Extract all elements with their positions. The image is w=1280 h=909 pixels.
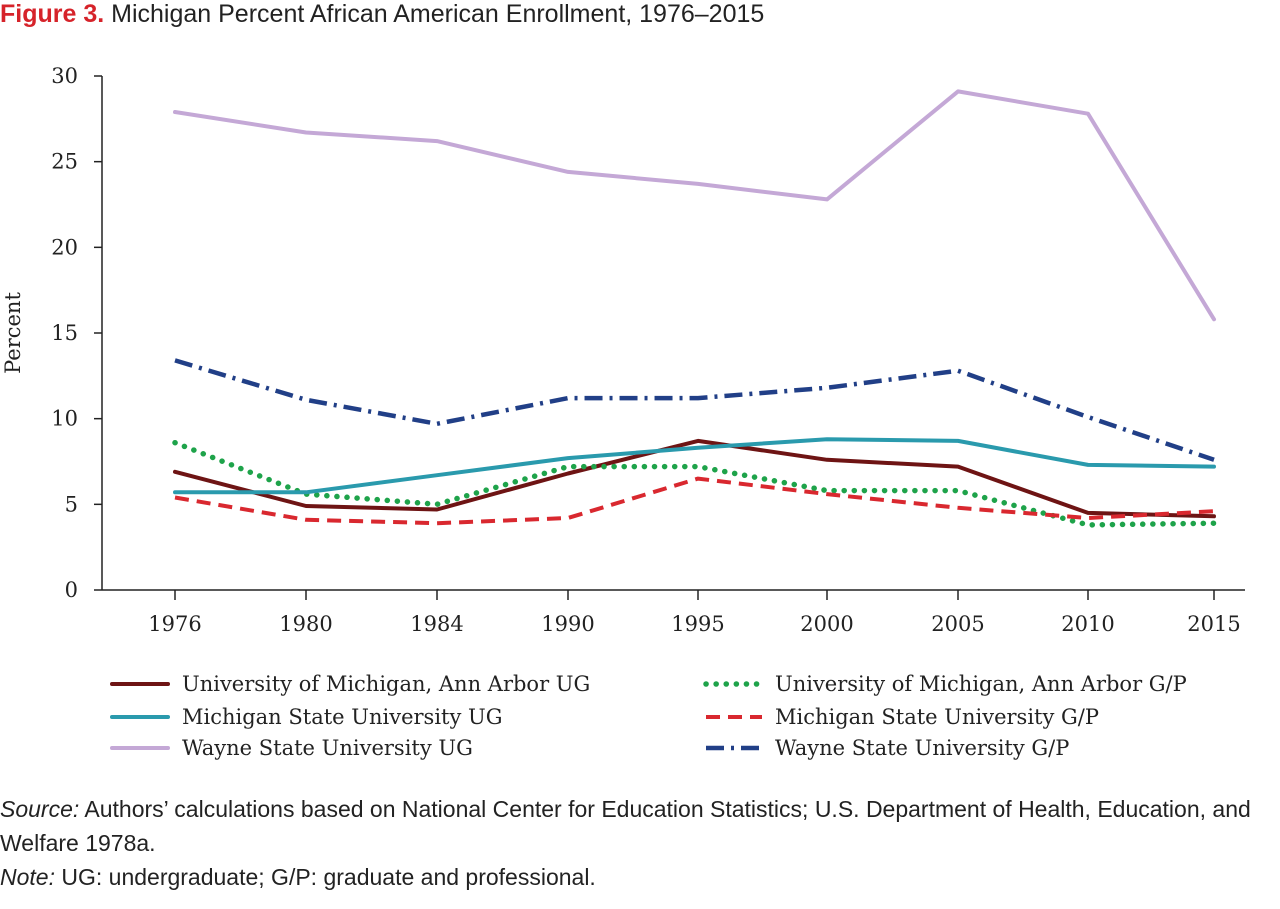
note-line: Note: UG: undergraduate; G/P: graduate a… (0, 860, 1280, 894)
legend-label-6: Wayne State University G/P (775, 736, 1069, 760)
series-layer (172, 89, 1217, 528)
y-axis-title: Percent (1, 292, 25, 374)
source-label: Source: (0, 796, 80, 822)
x-tick-label: 2000 (800, 612, 853, 636)
y-tick-label: 30 (51, 64, 78, 88)
series-line-6 (174, 358, 1215, 462)
series-line-4 (174, 476, 1215, 526)
figure-title: Figure 3. Michigan Percent African Ameri… (0, 0, 1280, 34)
x-tick-label: 1995 (671, 612, 724, 636)
x-tick-label: 1976 (148, 612, 201, 636)
x-tick-label: 2010 (1061, 612, 1114, 636)
series-line-3 (173, 437, 1216, 495)
x-tick-label: 2005 (931, 612, 984, 636)
x-tick-label: 1990 (541, 612, 594, 636)
legend-label-2: University of Michigan, Ann Arbor G/P (775, 672, 1187, 696)
x-tick-label: 1980 (279, 612, 332, 636)
y-tick-label: 5 (65, 492, 78, 516)
x-tick-label: 2015 (1187, 612, 1240, 636)
series-line-2 (172, 439, 1217, 528)
axes: 0 5 10 15 20 25 30 1976 1980 1984 1990 1995 2000 2005… (1, 64, 1245, 636)
y-tick-label: 0 (65, 578, 78, 602)
y-tick-label: 15 (51, 321, 78, 345)
series-line-5 (173, 89, 1216, 322)
legend-label-3: Michigan State University UG (182, 705, 503, 729)
y-tick-label: 10 (51, 407, 78, 431)
legend: University of Michigan, Ann Arbor UG Mich… (110, 672, 1187, 760)
legend-label-4: Michigan State University G/P (775, 705, 1099, 729)
source-line: Source: Authors’ calculations based on N… (0, 792, 1280, 860)
source-text: Authors’ calculations based on National … (0, 796, 1251, 856)
legend-label-1: University of Michigan, Ann Arbor UG (182, 672, 590, 696)
figure-title-text: Michigan Percent African American Enroll… (111, 0, 765, 28)
figure-label: Figure 3. (0, 0, 105, 28)
y-tick-label: 25 (51, 150, 78, 174)
line-chart: 0 5 10 15 20 25 30 1976 1980 1984 1990 1995 2000 2005… (1, 64, 1245, 760)
x-tick-label: 1984 (410, 612, 463, 636)
series-line-1 (173, 438, 1216, 519)
note-text: UG: undergraduate; G/P: graduate and pro… (54, 864, 596, 890)
source-notes: Source: Authors’ calculations based on N… (0, 792, 1280, 894)
legend-label-5: Wayne State University UG (182, 736, 473, 760)
y-tick-label: 20 (51, 235, 78, 259)
note-label: Note: (0, 864, 55, 890)
